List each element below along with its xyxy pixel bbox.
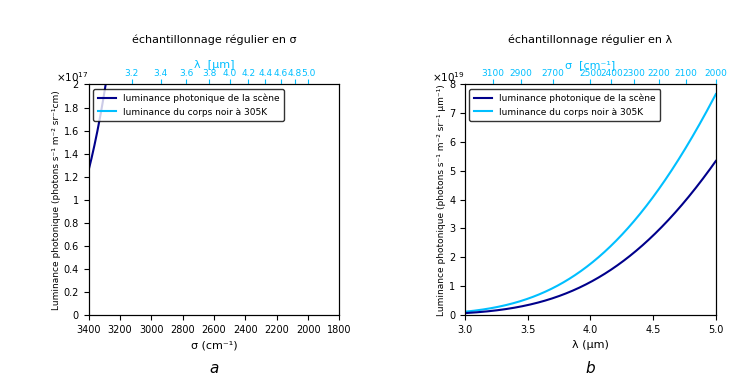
Title: échantillonnage régulier en λ: échantillonnage régulier en λ (508, 34, 672, 45)
Legend: luminance photonique de la scène, luminance du corps noir à 305K: luminance photonique de la scène, lumina… (93, 89, 284, 121)
X-axis label: σ  [cm⁻¹]: σ [cm⁻¹] (565, 60, 615, 70)
X-axis label: λ  [μm]: λ [μm] (194, 60, 234, 70)
Text: $\times 10^{17}$: $\times 10^{17}$ (56, 71, 89, 84)
X-axis label: σ (cm⁻¹): σ (cm⁻¹) (190, 340, 238, 350)
Text: $\times 10^{19}$: $\times 10^{19}$ (432, 71, 465, 84)
Text: a: a (210, 361, 218, 376)
Legend: luminance photonique de la scène, luminance du corps noir à 305K: luminance photonique de la scène, lumina… (469, 89, 661, 121)
Y-axis label: Luminance photonique (photons s⁻¹ m⁻² sr⁻¹ μm⁻¹): Luminance photonique (photons s⁻¹ m⁻² sr… (437, 84, 446, 316)
X-axis label: λ (μm): λ (μm) (572, 340, 609, 350)
Y-axis label: Luminance photonique (photons s⁻¹ m⁻² sr⁻¹cm): Luminance photonique (photons s⁻¹ m⁻² sr… (52, 90, 61, 310)
Title: échantillonnage régulier en σ: échantillonnage régulier en σ (132, 34, 296, 45)
Text: b: b (585, 361, 596, 376)
